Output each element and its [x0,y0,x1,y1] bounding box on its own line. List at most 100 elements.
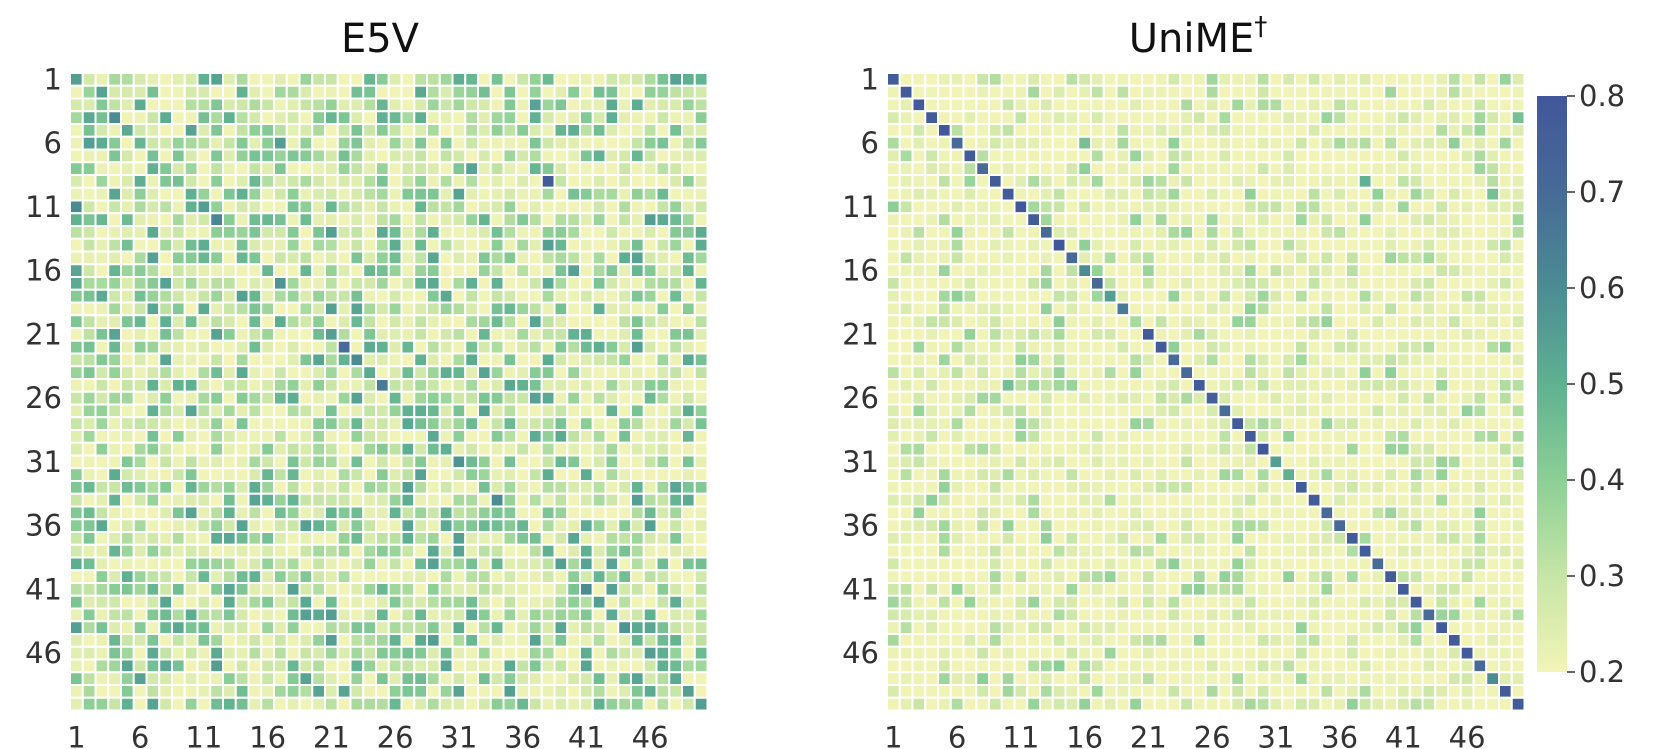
heatmap-cell [1268,390,1284,406]
heatmap-cell [1294,492,1309,508]
heatmap-cell [438,352,454,368]
heatmap-cell [336,569,352,584]
heatmap-cell [949,339,965,355]
heatmap-cell [387,607,403,623]
heatmap-cell [502,492,518,508]
heatmap-cell [438,378,454,393]
heatmap-cell [260,518,275,533]
heatmap-cell [1039,212,1054,227]
heatmap-cell [1115,505,1131,521]
heatmap-cell [69,658,84,674]
heatmap-cell [426,276,441,291]
heatmap-cell [1485,365,1500,380]
heatmap-cell [540,327,556,342]
heatmap-cell [1090,135,1105,151]
heatmap-cell [886,301,901,317]
heatmap-cell [260,314,275,329]
heatmap-cell [196,97,212,113]
heatmap-cell [362,276,377,291]
heatmap-cell [158,288,173,304]
heatmap-cell [655,505,671,521]
heatmap-cell [464,467,479,482]
heatmap-cell [1510,467,1526,482]
heatmap-cell [1421,543,1437,559]
heatmap-cell [183,250,199,266]
heatmap-cell [260,556,275,572]
heatmap-cell [132,110,148,125]
heatmap-cell [988,633,1003,648]
heatmap-cell [1000,620,1016,635]
heatmap-cell [1268,110,1284,125]
heatmap-cell [1281,314,1296,329]
heatmap-cell [183,696,199,712]
heatmap-cell [145,212,161,227]
heatmap-cell [1345,327,1360,342]
heatmap-cell [234,97,250,113]
heatmap-cell [502,225,518,240]
heatmap-cell [1077,556,1092,572]
heatmap-cell [566,620,581,635]
heatmap-cell [1294,250,1309,266]
heatmap-cell [528,174,543,189]
heatmap-cell [1306,403,1322,419]
heatmap-cell [1357,84,1373,100]
heatmap-cell [566,365,581,380]
heatmap-cell [1090,352,1105,368]
heatmap-cell [477,594,492,610]
heatmap-cell [260,684,275,699]
heatmap-cell [502,288,518,304]
heatmap-cell [464,505,479,521]
heatmap-cell [1090,199,1105,215]
heatmap-cell [988,110,1003,125]
heatmap-cell [693,250,709,266]
heatmap-cell [311,123,326,138]
heatmap-cell [81,454,97,470]
heatmap-cell [1166,110,1182,125]
heatmap-cell [1153,416,1169,431]
heatmap-cell [81,684,97,699]
heatmap-cell [1179,671,1194,686]
heatmap-cell [617,378,632,393]
heatmap-cell [1357,263,1373,278]
heatmap-cell [924,263,939,278]
heatmap-cell [477,186,492,202]
heatmap-cell [988,505,1003,521]
heatmap-cell [1306,543,1322,559]
heatmap-cell [260,569,275,584]
heatmap-cell [1000,582,1016,597]
heatmap-cell [1000,403,1016,419]
heatmap-cell [630,250,645,266]
heatmap-cell [988,416,1003,431]
heatmap-cell [464,237,479,253]
unime-title-main: UniME [1129,16,1255,62]
heatmap-cell [183,339,199,355]
heatmap-cell [375,492,390,508]
heatmap-cell [171,250,186,266]
heatmap-cell [196,365,212,380]
heatmap-cell [1319,110,1335,125]
heatmap-cell [1064,135,1080,151]
heatmap-cell [489,594,505,610]
heatmap-cell [1064,480,1080,495]
heatmap-cell [975,429,990,444]
heatmap-cell [1472,556,1488,572]
heatmap-cell [1243,582,1258,597]
heatmap-cell [1434,110,1449,125]
heatmap-cell [1319,441,1335,457]
heatmap-cell [886,135,901,151]
heatmap-cell [438,84,454,100]
heatmap-cell [681,684,696,699]
heatmap-cell [655,492,671,508]
heatmap-cell [324,696,339,712]
heatmap-cell [107,97,122,113]
heatmap-cell [1179,594,1194,610]
heatmap-cell [234,225,250,240]
heatmap-cell [1026,186,1041,202]
heatmap-cell [515,327,530,342]
heatmap-cell [1090,633,1105,648]
heatmap-cell [324,531,339,546]
heatmap-cell [1396,161,1411,176]
heatmap-cell [1421,582,1437,597]
heatmap-cell [540,645,556,661]
heatmap-cell [1013,110,1029,125]
